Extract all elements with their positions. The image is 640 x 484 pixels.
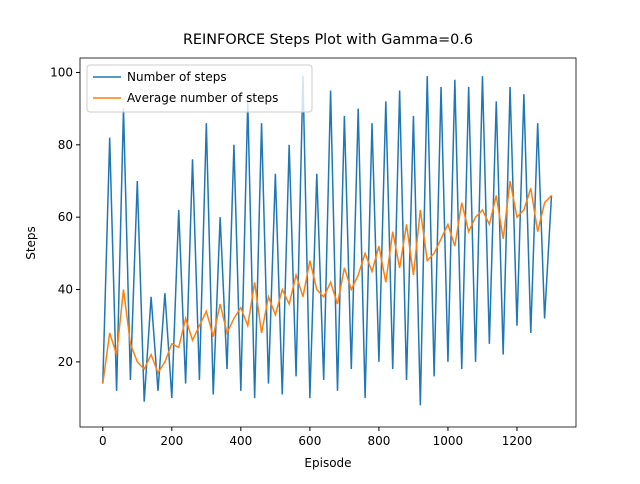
y-tick-label: 40 (58, 283, 73, 297)
x-tick-label: 1200 (502, 434, 533, 448)
y-axis-label: Steps (24, 226, 38, 260)
chart-title: REINFORCE Steps Plot with Gamma=0.6 (183, 32, 473, 48)
x-tick-label: 1000 (433, 434, 464, 448)
x-tick-label: 200 (160, 434, 183, 448)
y-tick-label: 60 (58, 210, 73, 224)
x-tick-label: 800 (367, 434, 390, 448)
plot-frame (79, 57, 577, 428)
x-axis-label: Episode (304, 456, 351, 470)
series-line (102, 180, 553, 384)
x-tick-label: 600 (298, 434, 321, 448)
legend-label: Number of steps (127, 70, 227, 84)
y-tick-label: 20 (58, 355, 73, 369)
y-tick-label: 80 (58, 138, 73, 152)
x-tick-label: 400 (229, 434, 252, 448)
y-tick-label: 100 (50, 65, 73, 79)
legend-box (86, 64, 313, 113)
legend-label: Average number of steps (127, 91, 278, 105)
x-tick-label: 0 (99, 434, 107, 448)
series-line (102, 76, 553, 406)
